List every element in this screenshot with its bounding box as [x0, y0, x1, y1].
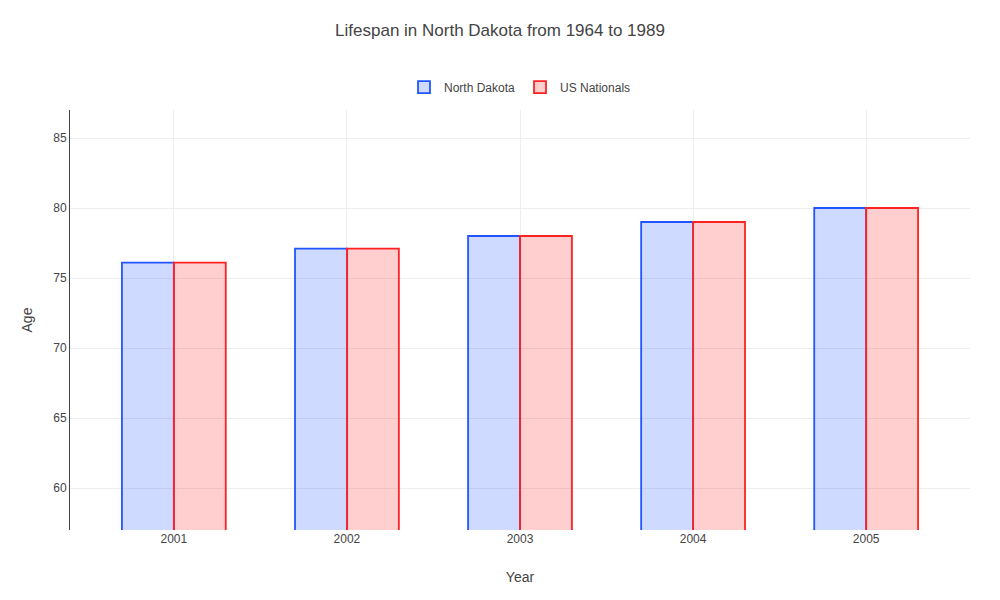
svg-text:Lifespan in North Dakota from: Lifespan in North Dakota from 1964 to 19…: [335, 21, 665, 40]
svg-text:70: 70: [53, 341, 67, 355]
svg-text:Age: Age: [19, 307, 35, 332]
svg-text:2004: 2004: [680, 532, 707, 546]
svg-text:US Nationals: US Nationals: [560, 81, 630, 95]
svg-text:80: 80: [53, 201, 67, 215]
svg-text:2001: 2001: [160, 532, 187, 546]
svg-text:2005: 2005: [853, 532, 880, 546]
svg-text:75: 75: [53, 271, 67, 285]
svg-text:60: 60: [53, 481, 67, 495]
svg-text:Year: Year: [506, 569, 535, 585]
svg-text:North Dakota: North Dakota: [444, 81, 515, 95]
svg-text:2003: 2003: [507, 532, 534, 546]
svg-text:85: 85: [53, 131, 67, 145]
svg-text:2002: 2002: [334, 532, 361, 546]
svg-text:65: 65: [53, 411, 67, 425]
